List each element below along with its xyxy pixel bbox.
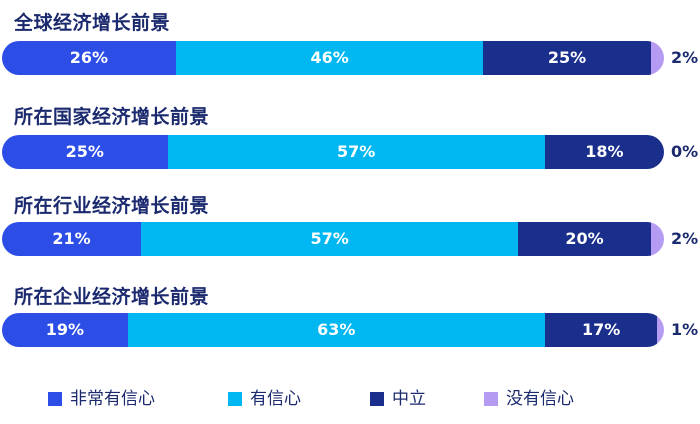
data-label-no-confidence-industry: 2% [671, 229, 699, 248]
data-label-very-confident-industry: 21% [52, 229, 91, 248]
legend-label-very-confident: 非常有信心 [70, 389, 155, 409]
bar-segment-confident-company [110, 313, 545, 347]
bar-segment-neutral-country [527, 135, 664, 169]
data-label-very-confident-company: 19% [45, 320, 85, 339]
bar-segment-very-confident-company [2, 313, 128, 347]
bar-segment-very-confident-global [2, 41, 176, 75]
bar-track-industry: 21% 57% 20% [2, 222, 664, 256]
bar-segment-confident-industry [124, 222, 519, 256]
legend-label-neutral: 中立 [392, 389, 426, 409]
row-title-industry: 所在行业经济增长前景 [14, 195, 210, 217]
bar-segment-confident-global [158, 41, 484, 75]
legend-swatch-no-confidence [484, 392, 498, 406]
bar-segment-neutral-company [527, 313, 658, 347]
bar-track-global: 26% 46% 25% [2, 41, 664, 75]
legend-swatch-neutral [370, 392, 384, 406]
row-title-company: 所在企业经济增长前景 [14, 286, 210, 308]
data-label-very-confident-country: 25% [65, 142, 104, 161]
data-label-neutral-industry: 20% [565, 229, 604, 248]
data-label-neutral-country: 18% [585, 142, 624, 161]
legend-label-no-confidence: 没有信心 [506, 389, 574, 409]
bar-track-country: 25% 57% 18% [2, 135, 664, 169]
data-label-confident-company: 63% [317, 320, 356, 339]
bar-segment-confident-country [150, 135, 545, 169]
legend-swatch-confident [228, 392, 242, 406]
legend: 非常有信心 有信心 中立 没有信心 [0, 388, 700, 410]
data-label-confident-country: 57% [337, 142, 376, 161]
data-label-confident-global: 46% [310, 48, 349, 67]
data-label-no-confidence-global: 2% [671, 48, 699, 67]
data-label-very-confident-global: 26% [69, 48, 109, 67]
legend-label-confident: 有信心 [250, 389, 301, 409]
data-label-no-confidence-company: 1% [671, 320, 699, 339]
data-label-no-confidence-country: 0% [671, 142, 699, 161]
bar-track-company: 19% 63% 17% [2, 313, 664, 347]
bar-segment-neutral-global [466, 41, 651, 75]
bar-segment-very-confident-industry [2, 222, 142, 256]
row-title-country: 所在国家经济增长前景 [14, 106, 210, 128]
bar-segment-very-confident-country [2, 135, 168, 169]
data-label-neutral-global: 25% [547, 48, 587, 67]
data-label-confident-industry: 57% [310, 229, 349, 248]
data-label-neutral-company: 17% [581, 320, 621, 339]
legend-swatch-very-confident [48, 392, 62, 406]
bar-segment-neutral-industry [501, 222, 651, 256]
row-title-global: 全球经济增长前景 [14, 12, 171, 34]
